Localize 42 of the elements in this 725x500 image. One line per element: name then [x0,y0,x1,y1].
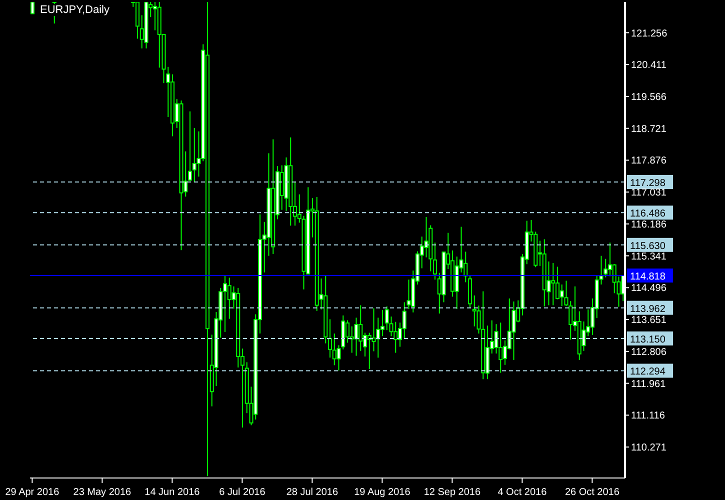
ref-line-label: 117.298 [630,178,666,189]
x-tick-label: 23 May 2016 [73,487,132,498]
candlestick [297,194,302,224]
candlestick [30,2,34,14]
candlestick [354,317,358,356]
y-tick-label: 112.806 [631,346,667,358]
y-tick-label: 111.961 [631,378,666,390]
y-tick-label: 110.271 [631,442,667,454]
y-tick-label: 115.341 [631,251,667,262]
ref-line-label: 115.630 [630,240,666,252]
x-tick-label: 14 Jun 2016 [144,487,200,498]
ref-line-label: 116.486 [630,208,666,220]
ref-line-label: 112.294 [630,366,666,378]
candlestick [406,279,411,310]
x-tick-label: 26 Oct 2016 [564,487,620,498]
candlestick [498,322,503,374]
y-tick-label: 113.651 [631,315,667,326]
candlestick [188,110,192,182]
x-tick-label: 12 Sep 2016 [424,487,481,498]
candlestick [512,300,516,360]
candlestick [551,262,556,306]
candlestick [433,242,437,280]
x-tick-label: 4 Oct 2016 [498,487,548,498]
x-tick-label: 6 Jul 2016 [219,487,266,498]
ref-line-label: 114.818 [630,272,666,283]
x-tick-label: 19 Aug 2016 [354,487,411,498]
y-tick-label: 116.186 [631,219,667,230]
ref-line-label: 113.150 [630,334,666,346]
ref-line-label: 113.962 [630,304,666,315]
y-tick-label: 117.876 [631,156,667,167]
y-tick-label: 117.031 [631,188,667,199]
candlestick [424,216,428,258]
y-tick-label: 120.411 [631,60,667,72]
y-tick-label: 111.116 [631,410,666,422]
x-tick-label: 28 Jul 2016 [286,487,338,498]
y-tick-label: 114.496 [631,283,667,294]
chart-title: EURJPY,Daily [38,4,112,16]
y-tick-label: 119.566 [631,92,667,103]
candlestick [402,302,406,340]
y-tick-label: 121.256 [631,28,668,40]
x-tick-label: 29 Apr 2016 [5,487,60,498]
y-tick-label: 118.721 [631,124,667,135]
